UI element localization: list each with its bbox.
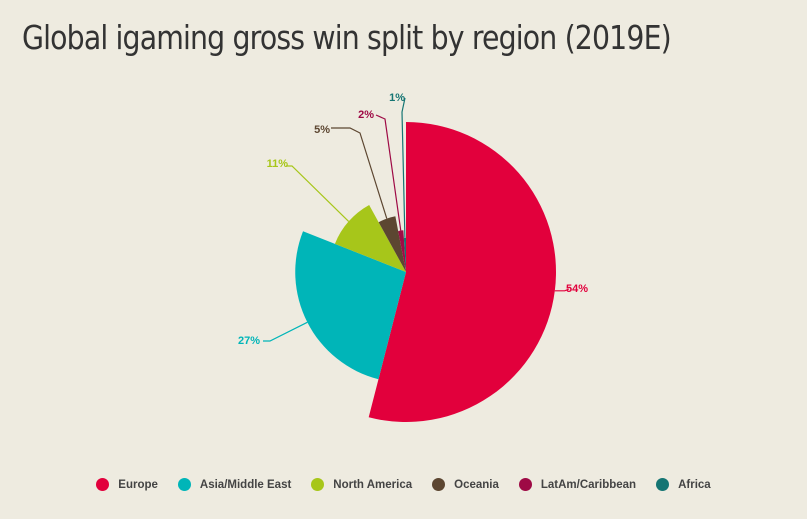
- legend-item-asia-middle-east[interactable]: Asia/Middle East: [177, 478, 292, 491]
- slice-asia-middle-east: [295, 231, 406, 380]
- leader-latam-caribbean: [375, 114, 402, 231]
- leader-europe: [554, 288, 570, 292]
- legend-item-oceania[interactable]: Oceania: [432, 478, 499, 491]
- legend-item-latam-caribbean[interactable]: LatAm/Caribbean: [518, 478, 637, 491]
- pie-chart: 54% 27% 11% 5% 2% 1%: [238, 92, 588, 422]
- legend-item-europe[interactable]: Europe: [96, 478, 158, 491]
- legend-swatch: [96, 478, 110, 491]
- legend-item-north-america[interactable]: North America: [311, 478, 412, 491]
- label-north-america: 11%: [267, 158, 289, 170]
- legend-label: LatAm/Caribbean: [540, 478, 637, 491]
- legend-label: Africa: [678, 478, 711, 491]
- label-asia-middle-east: 27%: [238, 335, 260, 347]
- slice-north-america: [334, 204, 406, 272]
- legend-item-africa[interactable]: Africa: [656, 478, 711, 491]
- slice-africa: [403, 237, 406, 272]
- leader-africa: [401, 97, 406, 238]
- slice-europe: [368, 122, 556, 422]
- pie-slices: [295, 122, 556, 422]
- slice-oceania: [378, 216, 406, 272]
- legend-label: Asia/Middle East: [199, 478, 292, 491]
- slice-labels: 54% 27% 11% 5% 2% 1%: [238, 92, 588, 347]
- leader-asia-middle-east: [263, 321, 308, 342]
- legend-swatch: [518, 478, 532, 491]
- legend-swatch: [177, 478, 191, 491]
- leader-north-america: [286, 165, 350, 222]
- legend-swatch: [656, 478, 670, 491]
- slice-latam-caribbean: [398, 230, 406, 272]
- leader-oceania: [331, 127, 388, 219]
- label-europe: 54%: [566, 283, 588, 295]
- legend-label: North America: [333, 478, 413, 491]
- legend-label: Europe: [118, 478, 158, 491]
- legend-label: Oceania: [454, 478, 499, 491]
- label-africa: 1%: [389, 92, 405, 104]
- chart-title: Global igaming gross win split by region…: [22, 18, 672, 57]
- label-oceania: 5%: [314, 124, 330, 136]
- label-leaders: [263, 97, 570, 342]
- legend-swatch: [432, 478, 446, 491]
- legend-swatch: [311, 478, 325, 491]
- label-latam-caribbean: 2%: [358, 109, 374, 121]
- legend: Europe Asia/Middle East North America Ocean…: [0, 478, 807, 491]
